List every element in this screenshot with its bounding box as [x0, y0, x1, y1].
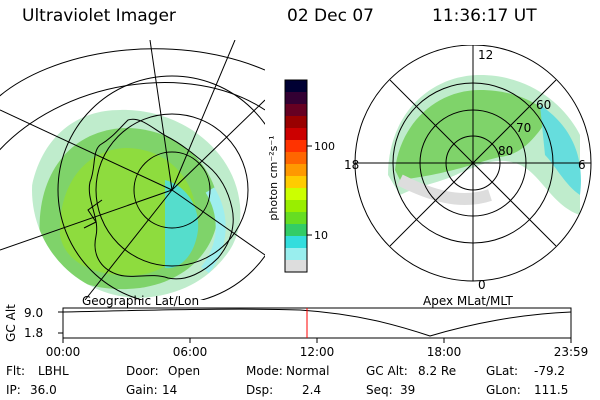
colorbar-segment [285, 224, 307, 237]
mlt-label-0: 0 [478, 278, 486, 290]
gain-label: Gain: [126, 383, 158, 397]
mode-label: Mode: [246, 364, 283, 378]
filter-value: LBHL [38, 364, 69, 378]
seq-value: 39 [400, 383, 416, 397]
colorbar-segment [285, 116, 307, 129]
magnetic-polar-plot: 12 18 6 0 60 70 80 [344, 45, 592, 290]
colorbar-segment [285, 248, 307, 261]
colorbar-segment [285, 212, 307, 225]
glon-value: 111.5 [534, 383, 569, 397]
colorbar-tick-10: 10 [314, 229, 328, 242]
seq-label: Seq: [366, 383, 393, 397]
right-map-caption: Apex MLat/MLT [423, 294, 513, 308]
gc-alt-label: GC Alt: [366, 364, 408, 378]
x-tick-0000: 00:00 [46, 345, 81, 359]
x-tick-2359: 23:59 [554, 345, 589, 359]
mlat-label-80: 80 [498, 144, 513, 158]
colorbar-segment [285, 236, 307, 249]
glat-value: -79.2 [534, 364, 566, 378]
ip-value: 36.0 [30, 383, 57, 397]
glon-label: GLon: [486, 383, 521, 397]
mlt-label-18: 18 [344, 158, 359, 172]
x-tick-0600: 06:00 [173, 345, 208, 359]
y-tick-1-8: 1.8 [24, 326, 43, 340]
orbit-timeline: 9.0 1.8 GC Alt 00:00 06:00 12:00 18:00 2… [4, 304, 589, 359]
date-label: 02 Dec 07 [287, 6, 374, 26]
filter-label: Flt: [6, 364, 25, 378]
colorbar-segment [285, 104, 307, 117]
dsp-label: Dsp: [246, 383, 274, 397]
mlt-label-6: 6 [578, 158, 586, 172]
time-label: 11:36:17 UT [432, 6, 537, 26]
colorbar-segment [285, 92, 307, 105]
glat-label: GLat: [486, 364, 519, 378]
colorbar-unit-label: photon cm⁻²s⁻¹ [267, 135, 280, 220]
door-value: Open [168, 364, 201, 378]
instrument-title: Ultraviolet Imager [22, 6, 176, 26]
colorbar-segment [285, 188, 307, 201]
colorbar-segment [285, 80, 307, 93]
y-tick-9: 9.0 [24, 306, 43, 320]
colorbar: 100 10 photon cm⁻²s⁻¹ [267, 79, 335, 273]
colorbar-segment [285, 176, 307, 189]
mlat-label-60: 60 [536, 98, 551, 112]
mlt-label-12: 12 [478, 48, 493, 62]
colorbar-segment [285, 260, 307, 273]
colorbar-segment [285, 164, 307, 177]
colorbar-tick-100: 100 [314, 140, 335, 153]
colorbar-segment [285, 200, 307, 213]
x-tick-1800: 18:00 [427, 345, 462, 359]
x-tick-1200: 12:00 [300, 345, 335, 359]
mlat-label-70: 70 [516, 121, 531, 135]
geographic-map [0, 40, 265, 300]
colorbar-gradient [285, 80, 307, 273]
door-label: Door: [126, 364, 159, 378]
mode-value: Normal [286, 364, 330, 378]
colorbar-segment [285, 140, 307, 153]
gc-alt-value: 8.2 Re [418, 364, 457, 378]
dsp-value: 2.4 [302, 383, 322, 397]
colorbar-segment [285, 152, 307, 165]
left-map-caption: Geographic Lat/Lon [82, 294, 200, 308]
colorbar-segment [285, 128, 307, 141]
ip-label: IP: [6, 383, 21, 397]
gain-value: 14 [162, 383, 178, 397]
y-axis-title: GC Alt [4, 304, 18, 342]
